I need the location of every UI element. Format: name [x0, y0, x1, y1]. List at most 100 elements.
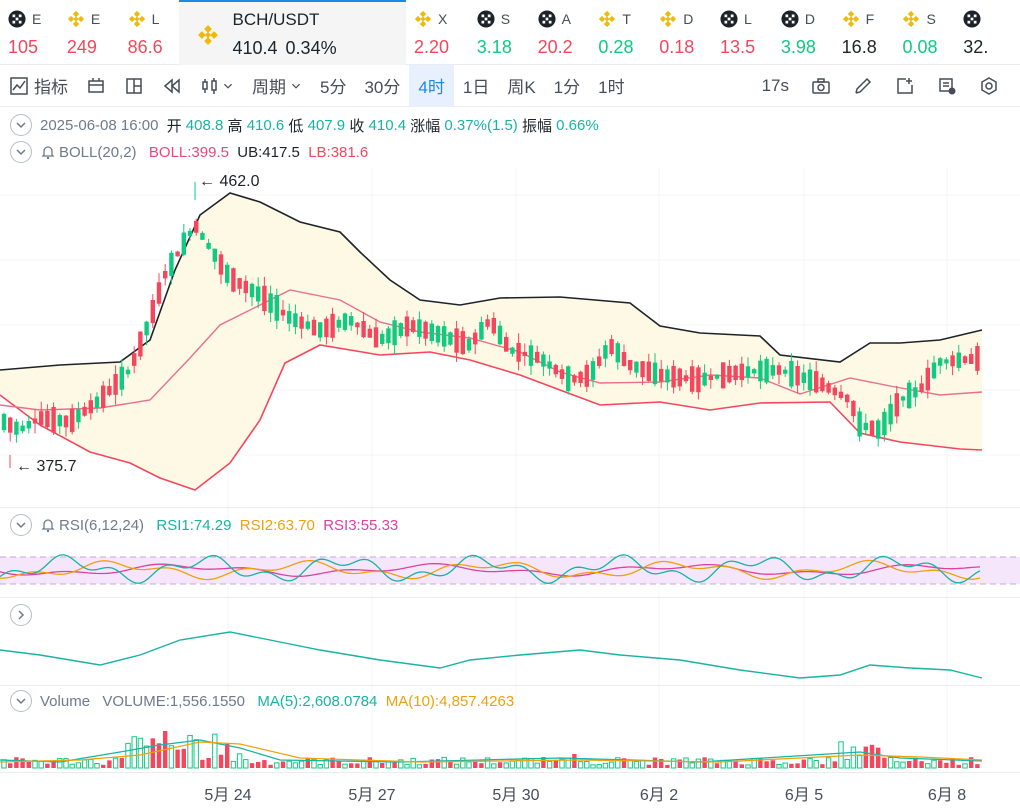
ticker-item[interactable]: L 86.6	[120, 0, 179, 65]
chart-type-button[interactable]	[191, 65, 243, 107]
ticker-item[interactable]: A 20.2	[530, 0, 591, 65]
volume-bar	[416, 764, 423, 769]
volume-name: Volume	[40, 692, 91, 710]
ohlc-info: 2025-06-08 16:00 开 408.8 高 410.6 低 407.9…	[10, 114, 599, 136]
split-panel-icon	[126, 77, 142, 94]
ticker-item[interactable]: D 0.18	[651, 0, 712, 65]
interval-tab[interactable]: 1分	[553, 78, 581, 97]
pane-divider[interactable]	[0, 597, 1020, 598]
volume-bar	[441, 756, 447, 769]
candle-body	[386, 328, 391, 344]
chevron-down-icon	[16, 149, 26, 156]
volume-bar	[938, 760, 943, 768]
candle-body	[907, 382, 912, 409]
candle-body	[789, 360, 794, 387]
collapse-boll-button[interactable]	[10, 141, 32, 163]
collapse-ohlc-button[interactable]	[10, 114, 32, 136]
ticker-item[interactable]: S 0.08	[894, 0, 955, 65]
candle-body	[144, 321, 149, 336]
split-view-button[interactable]	[115, 65, 153, 107]
layout-button[interactable]	[77, 65, 115, 107]
open-label: 开	[166, 117, 182, 135]
interval-tab[interactable]: 1时	[598, 78, 625, 97]
collapse-rsi-button[interactable]	[10, 514, 32, 536]
ticker-item[interactable]: F 16.8	[834, 0, 895, 65]
volume-bar	[20, 758, 25, 768]
pane-divider[interactable]	[0, 685, 1020, 686]
bell-icon[interactable]	[40, 144, 56, 160]
candle-body	[559, 369, 565, 379]
ticker-item[interactable]: L 13.5	[712, 0, 773, 65]
bell-icon[interactable]	[40, 517, 56, 533]
volume-bar	[584, 761, 590, 769]
boll-legend: BOLL(20,2) BOLL:399.5 UB:417.5 LB:381.6	[10, 141, 368, 163]
candle-body	[863, 422, 868, 431]
camera-icon	[812, 78, 830, 94]
ticker-item[interactable]: 32.	[955, 0, 1020, 65]
expand-indicator-button[interactable]	[10, 604, 32, 626]
interval-tab[interactable]: 周K	[507, 78, 536, 97]
volume-bar	[305, 757, 310, 768]
volume-bar	[627, 759, 633, 769]
template-button[interactable]	[926, 65, 968, 107]
ticker-price: 86.6	[128, 37, 163, 58]
candle-body	[32, 418, 38, 424]
candle-body	[138, 331, 143, 357]
ticker-price: 0.28	[598, 37, 633, 58]
candle-body	[888, 403, 893, 425]
collapse-volume-button[interactable]	[10, 690, 32, 712]
candle-body	[776, 365, 782, 375]
volume-bar	[764, 761, 769, 768]
candle-body	[677, 368, 682, 387]
volume-bar	[887, 757, 894, 769]
candle-body	[603, 345, 608, 359]
volume-bar	[168, 745, 175, 769]
candle-body	[535, 351, 540, 363]
ticker-item[interactable]: E 105	[0, 0, 59, 65]
volume-bar	[355, 763, 360, 768]
pane-divider[interactable]	[0, 507, 1020, 508]
volume-bar	[702, 757, 707, 768]
candle-body	[435, 326, 441, 343]
ticker-price-value: 16.8	[841, 37, 877, 57]
interval-tab[interactable]: 30分	[364, 78, 401, 97]
ticker-item[interactable]: BCH/USDT 410.4 0.34%	[178, 0, 407, 65]
volume-bar	[101, 764, 106, 768]
high-label: 高	[227, 117, 243, 135]
candle-body	[392, 320, 397, 346]
chevron-down-icon	[291, 83, 301, 89]
add-overlay-button[interactable]	[884, 65, 926, 107]
replay-button[interactable]	[153, 65, 191, 107]
candle-body	[931, 362, 937, 379]
ticker-item[interactable]: T 0.28	[590, 0, 651, 65]
volume-bar	[69, 763, 75, 769]
candle-body	[225, 264, 230, 283]
volume-value: VOLUME:1,556.1550	[102, 692, 245, 710]
ticker-item[interactable]: S 3.18	[469, 0, 530, 65]
candle-body	[57, 415, 62, 427]
ticker-item[interactable]: X 2.20	[406, 0, 469, 65]
ticker-item[interactable]: E 249	[59, 0, 120, 65]
candle-body	[894, 393, 899, 417]
candle-body	[665, 369, 670, 383]
candle-body	[739, 363, 744, 381]
screenshot-button[interactable]	[800, 65, 842, 107]
ticker-price: 2.20	[414, 37, 449, 58]
volume-bar	[466, 761, 472, 769]
interval-tab[interactable]: 4时	[409, 64, 454, 107]
candle-body	[404, 316, 410, 337]
volume-bar	[112, 757, 119, 769]
indicators-button[interactable]: 指标	[0, 65, 77, 107]
period-dropdown[interactable]: 周期	[243, 65, 311, 107]
candle-body	[1, 413, 7, 431]
volume-bar	[546, 760, 553, 769]
interval-tab[interactable]: 1日	[462, 78, 490, 97]
settings-button[interactable]	[968, 65, 1010, 107]
draw-button[interactable]	[842, 65, 884, 107]
interval-tab[interactable]: 5分	[320, 78, 347, 97]
ticker-price: 0.18	[659, 37, 694, 58]
volume-bar	[869, 744, 875, 768]
ticker-item[interactable]: D 3.98	[773, 0, 834, 65]
indicator-pane-legend	[10, 604, 40, 626]
